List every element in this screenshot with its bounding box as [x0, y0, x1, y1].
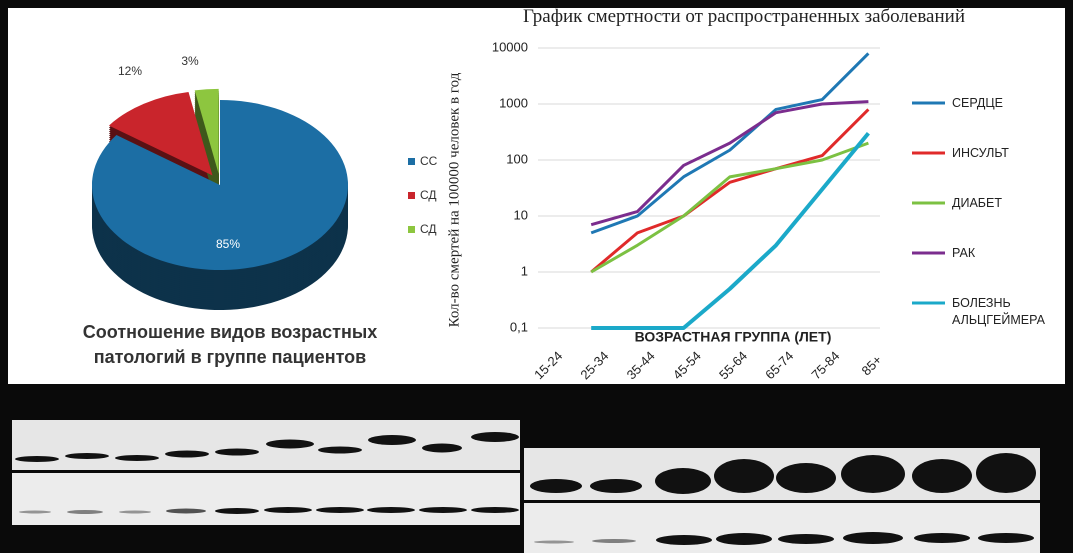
legend-swatch — [408, 226, 415, 233]
y-axis-label: Кол-во смертей на 100000 человек в год — [446, 72, 462, 327]
y-tick-label: 10 — [514, 207, 528, 222]
legend-label: ДИАБЕТ — [952, 195, 1062, 212]
western-blot-right — [524, 448, 1040, 553]
figure: 85%12%3%СССДСД0,111010010001000015-2425-… — [0, 0, 1073, 553]
figure-canvas: 85%12%3%СССДСД0,111010010001000015-2425-… — [0, 0, 1073, 553]
pie-value-label: 85% — [216, 237, 240, 251]
pie-value-label: 12% — [118, 64, 142, 78]
legend-label: СЕРДЦЕ — [952, 95, 1062, 112]
x-axis-label: ВОЗРАСТНАЯ ГРУППА (ЛЕТ) — [635, 329, 832, 345]
legend-label: РАК — [952, 245, 1062, 262]
line-title: График смертности от распространенных за… — [0, 6, 1073, 28]
legend-label: БОЛЕЗНЬ АЛЬЦГЕЙМЕРА — [952, 295, 1062, 329]
y-tick-label: 0,1 — [510, 319, 528, 334]
blot-strip — [524, 503, 1040, 553]
y-tick-label: 1000 — [499, 95, 528, 110]
western-blot-left — [12, 420, 520, 525]
legend-swatch — [408, 192, 415, 199]
blot-strip — [12, 473, 520, 525]
legend-label: СД — [420, 188, 437, 202]
pie-value-label: 3% — [181, 54, 199, 68]
legend-label: СС — [420, 154, 438, 168]
y-tick-label: 1 — [521, 263, 528, 278]
y-tick-label: 10000 — [492, 39, 528, 54]
pie-caption: Соотношение видов возрастных патологий в… — [40, 320, 420, 370]
legend-label: ИНСУЛЬТ — [952, 145, 1062, 162]
y-tick-label: 100 — [506, 151, 528, 166]
legend-label: СД — [420, 222, 437, 236]
legend-swatch — [408, 158, 415, 165]
